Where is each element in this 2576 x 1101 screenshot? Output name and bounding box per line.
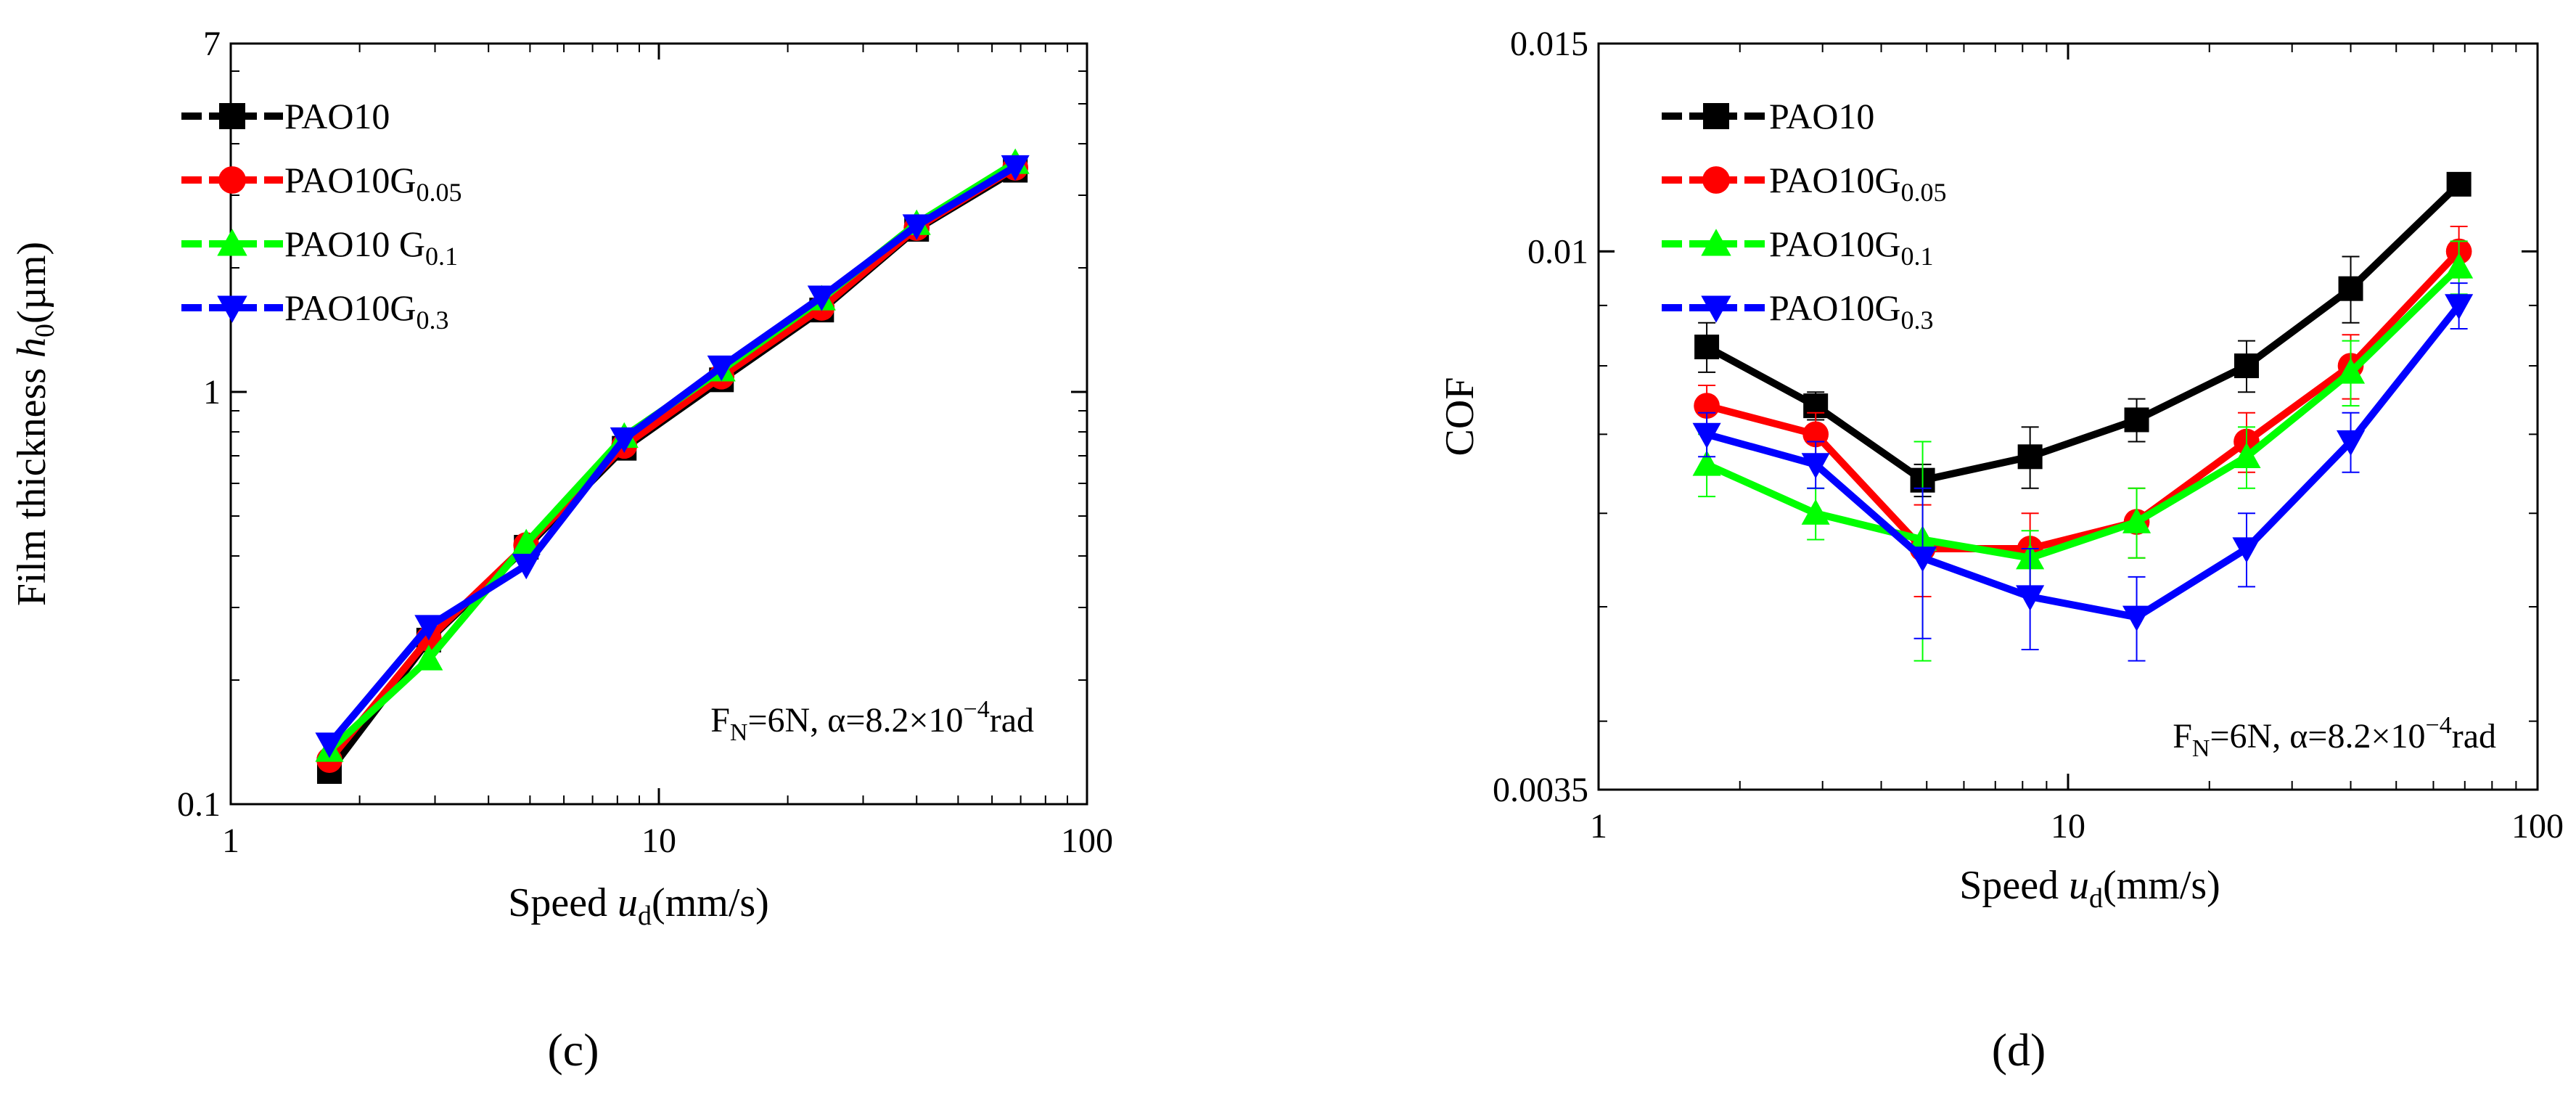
data-point: [807, 285, 836, 311]
legend-marker: [1701, 295, 1731, 323]
data-point: [512, 554, 541, 580]
legend: PAO10 PAO10G0.05 PAO10G0.1 PAO10G0.3: [1662, 96, 1947, 335]
legend-marker: [218, 166, 246, 194]
legend-item: PAO10: [1662, 96, 1874, 136]
series-pao10g0.3: [315, 155, 1030, 758]
legend-marker: [219, 103, 245, 129]
x-axis-title: Speed ud(mm/s): [1959, 863, 2220, 914]
data-point: [1692, 422, 1721, 449]
x-tick-label: 1: [222, 822, 239, 860]
data-point: [2234, 353, 2259, 379]
series-line: [327, 163, 1017, 747]
x-tick-label: 100: [2511, 807, 2564, 846]
data-point: [2445, 294, 2474, 320]
data-point: [414, 644, 443, 671]
data-point: [610, 427, 639, 454]
data-point: [1001, 155, 1030, 181]
legend-item: PAO10: [181, 96, 390, 136]
panel-label-c: (c): [547, 1024, 599, 1076]
legend-item: PAO10G0.05: [1662, 160, 1947, 207]
series-line: [1705, 248, 2462, 552]
data-point: [2338, 276, 2363, 301]
x-axis-title: Speed ud(mm/s): [508, 880, 769, 931]
data-point: [2122, 507, 2152, 533]
conditions-annotation: FN=6N, α=8.2×10−4rad: [2173, 712, 2496, 762]
data-point: [414, 615, 443, 641]
data-point: [1692, 450, 1721, 476]
legend-label: PAO10G0.1: [1769, 224, 1934, 271]
data-point: [2122, 605, 2152, 631]
y-axis-title: COF: [1437, 377, 1482, 457]
data-point: [2124, 407, 2149, 433]
panel-d-cof-chart: 1 10 100 0.0035 0.01 0.015 Speed ud(mm/s) COF PA…: [1437, 25, 2564, 914]
series-line: [1705, 181, 2462, 484]
data-point: [1801, 499, 1830, 525]
legend-item: PAO10G0.3: [181, 287, 449, 335]
data-point: [1908, 547, 1937, 573]
legend-label: PAO10 G0.1: [284, 224, 458, 271]
data-point: [1694, 335, 1720, 360]
legend-item: PAO10G0.1: [1662, 224, 1934, 271]
series-pao10g0.3: [1692, 282, 2474, 662]
y-tick-label: 0.0035: [1493, 771, 1588, 809]
data-point: [2336, 358, 2366, 384]
data-point: [315, 732, 344, 758]
data-point: [1801, 453, 1830, 479]
y-tick-label: 0.1: [177, 785, 221, 824]
legend-item: PAO10G0.05: [181, 160, 462, 207]
series-line: [1705, 303, 2462, 621]
legend-item: PAO10G0.3: [1662, 287, 1934, 335]
legend-item: PAO10 G0.1: [181, 224, 458, 271]
data-point: [1802, 421, 1829, 448]
y-tick-label: 0.01: [1527, 232, 1588, 271]
legend-marker: [217, 229, 247, 256]
data-point: [707, 355, 736, 382]
x-tick-label: 10: [641, 822, 676, 860]
legend-label: PAO10G0.3: [1769, 287, 1934, 335]
legend-marker: [1702, 166, 1730, 194]
legend-label: PAO10G0.3: [284, 287, 449, 335]
legend-label: PAO10: [1769, 96, 1874, 136]
y-tick-label: 1: [203, 373, 221, 412]
panel-label-d: (d): [1992, 1024, 2046, 1076]
data-point: [2446, 171, 2472, 197]
data-point: [2336, 430, 2366, 457]
x-tick-label: 1: [1590, 807, 1607, 846]
x-tick-label: 10: [2051, 807, 2085, 846]
y-tick-label: 7: [203, 25, 221, 63]
legend-marker: [217, 295, 247, 323]
legend-label: PAO10G0.05: [284, 160, 462, 207]
legend-marker: [1701, 229, 1731, 256]
data-point: [2016, 585, 2045, 611]
legend: PAO10 PAO10G0.05 PAO10 G0.1 PAO10G0.3: [181, 96, 462, 335]
data-point: [512, 528, 541, 554]
x-tick-label: 100: [1061, 822, 1113, 860]
data-point: [2445, 253, 2474, 279]
legend-marker: [1703, 103, 1729, 129]
data-point: [2017, 444, 2043, 470]
data-point: [2232, 537, 2261, 563]
legend-label: PAO10G0.05: [1769, 160, 1947, 207]
legend-label: PAO10: [284, 96, 390, 136]
series-line: [1705, 264, 2462, 562]
data-point: [2232, 442, 2261, 468]
conditions-annotation: FN=6N, α=8.2×10−4rad: [710, 696, 1034, 746]
data-point: [902, 214, 931, 240]
y-axis-title: Film thickness h0(µm): [9, 242, 60, 606]
y-tick-label: 0.015: [1510, 25, 1588, 63]
